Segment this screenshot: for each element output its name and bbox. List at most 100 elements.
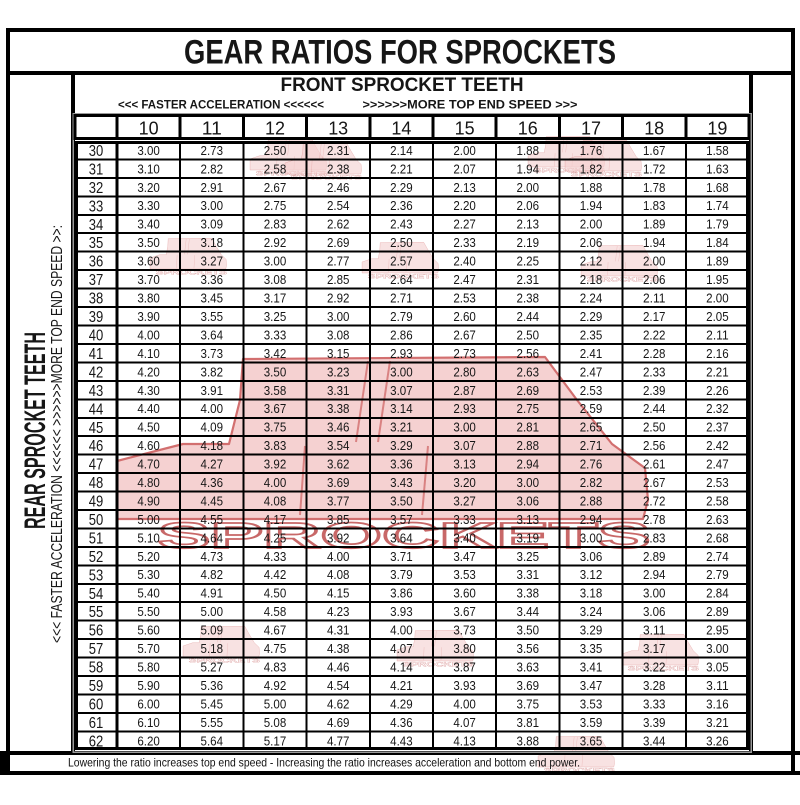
svg-text:FRONT SPROCKET TEETH: FRONT SPROCKET TEETH bbox=[281, 74, 524, 96]
svg-text:4.46: 4.46 bbox=[327, 660, 350, 675]
svg-text:54: 54 bbox=[89, 586, 104, 603]
svg-text:6.00: 6.00 bbox=[137, 696, 160, 711]
svg-text:3.14: 3.14 bbox=[390, 401, 413, 416]
svg-text:60: 60 bbox=[89, 697, 104, 714]
svg-text:4.54: 4.54 bbox=[327, 678, 350, 693]
svg-text:2.27: 2.27 bbox=[453, 217, 476, 232]
svg-text:2.65: 2.65 bbox=[580, 420, 603, 435]
svg-text:4.25: 4.25 bbox=[264, 530, 287, 545]
svg-text:4.50: 4.50 bbox=[137, 420, 160, 435]
svg-text:3.00: 3.00 bbox=[390, 364, 413, 379]
svg-text:3.67: 3.67 bbox=[453, 604, 476, 619]
svg-text:2.38: 2.38 bbox=[327, 161, 350, 176]
svg-text:3.28: 3.28 bbox=[643, 678, 666, 693]
svg-text:3.36: 3.36 bbox=[201, 272, 224, 287]
svg-text:5.10: 5.10 bbox=[137, 530, 160, 545]
svg-text:4.91: 4.91 bbox=[201, 586, 224, 601]
svg-text:62: 62 bbox=[89, 733, 104, 750]
svg-text:2.87: 2.87 bbox=[453, 383, 476, 398]
svg-text:35: 35 bbox=[89, 235, 104, 252]
svg-text:4.20: 4.20 bbox=[137, 364, 160, 379]
svg-text:3.08: 3.08 bbox=[327, 327, 350, 342]
svg-text:3.81: 3.81 bbox=[517, 715, 540, 730]
svg-text:2.94: 2.94 bbox=[643, 567, 666, 582]
svg-text:3.64: 3.64 bbox=[201, 327, 224, 342]
svg-text:2.77: 2.77 bbox=[327, 254, 350, 269]
svg-text:3.06: 3.06 bbox=[580, 549, 603, 564]
svg-text:2.86: 2.86 bbox=[390, 327, 413, 342]
svg-text:3.06: 3.06 bbox=[517, 493, 540, 508]
svg-text:>>>>>>MORE TOP END SPEED >>>: >>>>>>MORE TOP END SPEED >>> bbox=[363, 98, 578, 112]
svg-text:3.69: 3.69 bbox=[517, 678, 540, 693]
svg-text:3.00: 3.00 bbox=[327, 309, 350, 324]
svg-text:3.59: 3.59 bbox=[580, 715, 603, 730]
svg-text:4.69: 4.69 bbox=[327, 715, 350, 730]
svg-text:3.50: 3.50 bbox=[390, 493, 413, 508]
svg-text:39: 39 bbox=[89, 309, 104, 326]
svg-text:2.73: 2.73 bbox=[201, 143, 224, 158]
svg-text:5.55: 5.55 bbox=[201, 715, 224, 730]
svg-text:3.00: 3.00 bbox=[453, 420, 476, 435]
svg-text:3.00: 3.00 bbox=[137, 143, 160, 158]
svg-text:<<< FASTER ACCELERATION <<<<<: <<< FASTER ACCELERATION <<<<<< bbox=[118, 98, 324, 112]
svg-text:3.27: 3.27 bbox=[201, 254, 224, 269]
svg-text:55: 55 bbox=[89, 604, 104, 621]
svg-text:2.91: 2.91 bbox=[201, 180, 224, 195]
svg-text:36: 36 bbox=[89, 254, 104, 271]
svg-text:1.58: 1.58 bbox=[706, 143, 729, 158]
svg-text:3.36: 3.36 bbox=[390, 457, 413, 472]
svg-text:6.10: 6.10 bbox=[137, 715, 160, 730]
svg-text:2.33: 2.33 bbox=[453, 235, 476, 250]
svg-text:1.78: 1.78 bbox=[643, 180, 666, 195]
svg-text:3.16: 3.16 bbox=[706, 696, 729, 711]
svg-text:4.58: 4.58 bbox=[264, 604, 287, 619]
svg-text:13: 13 bbox=[328, 119, 348, 139]
svg-text:2.83: 2.83 bbox=[643, 530, 666, 545]
svg-text:3.13: 3.13 bbox=[517, 512, 540, 527]
svg-text:2.41: 2.41 bbox=[580, 346, 603, 361]
svg-text:2.79: 2.79 bbox=[706, 567, 729, 582]
svg-text:3.50: 3.50 bbox=[264, 364, 287, 379]
svg-text:2.67: 2.67 bbox=[264, 180, 287, 195]
svg-text:4.07: 4.07 bbox=[390, 641, 413, 656]
svg-text:3.93: 3.93 bbox=[390, 604, 413, 619]
svg-text:5.18: 5.18 bbox=[201, 641, 224, 656]
svg-text:5.64: 5.64 bbox=[201, 733, 224, 748]
svg-text:4.42: 4.42 bbox=[264, 567, 287, 582]
svg-text:3.00: 3.00 bbox=[264, 254, 287, 269]
svg-text:2.95: 2.95 bbox=[706, 623, 729, 638]
svg-text:2.44: 2.44 bbox=[643, 401, 666, 416]
svg-text:1.94: 1.94 bbox=[517, 161, 540, 176]
svg-text:3.40: 3.40 bbox=[137, 217, 160, 232]
svg-text:2.17: 2.17 bbox=[643, 309, 666, 324]
svg-text:3.21: 3.21 bbox=[390, 420, 413, 435]
svg-text:4.00: 4.00 bbox=[201, 401, 224, 416]
svg-text:3.70: 3.70 bbox=[137, 272, 160, 287]
svg-text:4.00: 4.00 bbox=[264, 475, 287, 490]
svg-text:2.07: 2.07 bbox=[453, 161, 476, 176]
svg-text:2.53: 2.53 bbox=[706, 475, 729, 490]
svg-text:2.94: 2.94 bbox=[580, 512, 603, 527]
svg-text:16: 16 bbox=[518, 119, 538, 139]
svg-text:2.56: 2.56 bbox=[643, 438, 666, 453]
svg-text:3.73: 3.73 bbox=[453, 623, 476, 638]
svg-text:2.69: 2.69 bbox=[327, 235, 350, 250]
svg-text:3.47: 3.47 bbox=[453, 549, 476, 564]
svg-text:2.14: 2.14 bbox=[390, 143, 413, 158]
svg-text:1.79: 1.79 bbox=[706, 217, 729, 232]
svg-text:5.20: 5.20 bbox=[137, 549, 160, 564]
svg-text:2.42: 2.42 bbox=[706, 438, 729, 453]
svg-text:<<< FASTER ACCELERATION <<<<<: <<< FASTER ACCELERATION <<<<<< >>>>>>MOR… bbox=[49, 225, 66, 643]
svg-text:12: 12 bbox=[265, 119, 285, 139]
svg-text:4.92: 4.92 bbox=[264, 678, 287, 693]
svg-text:6.20: 6.20 bbox=[137, 733, 160, 748]
svg-text:2.47: 2.47 bbox=[453, 272, 476, 287]
svg-text:3.67: 3.67 bbox=[264, 401, 287, 416]
svg-text:2.78: 2.78 bbox=[643, 512, 666, 527]
svg-text:4.77: 4.77 bbox=[327, 733, 350, 748]
svg-text:2.69: 2.69 bbox=[517, 383, 540, 398]
svg-text:1.72: 1.72 bbox=[643, 161, 666, 176]
svg-text:2.54: 2.54 bbox=[327, 198, 350, 213]
svg-text:3.50: 3.50 bbox=[137, 235, 160, 250]
svg-text:2.61: 2.61 bbox=[643, 457, 666, 472]
